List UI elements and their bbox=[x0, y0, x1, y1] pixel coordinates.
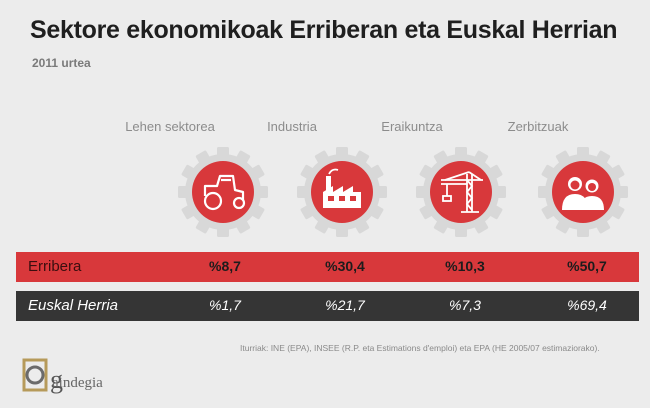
value-erribera-primary: %8,7 bbox=[209, 258, 241, 274]
factory-icon bbox=[297, 147, 387, 237]
value-erribera-industry: %30,4 bbox=[325, 258, 365, 274]
source-note: Iturriak: INE (EPA), INSEE (R.P. eta Est… bbox=[240, 343, 600, 353]
people-gear bbox=[537, 146, 629, 238]
sector-label-industry: Industria bbox=[267, 119, 317, 134]
value-eh-industry: %21,7 bbox=[325, 297, 365, 313]
chart-title: Sektore ekonomikoak Erriberan eta Euskal… bbox=[30, 16, 618, 44]
row-label-euskal-herria: Euskal Herria bbox=[28, 297, 119, 314]
chart-subtitle: 2011 urtea bbox=[32, 56, 91, 70]
value-eh-services: %69,4 bbox=[567, 297, 607, 313]
tractor-gear bbox=[177, 146, 269, 238]
people-icon bbox=[538, 147, 628, 237]
sector-label-primary: Lehen sektorea bbox=[125, 119, 215, 134]
tractor-icon bbox=[178, 147, 268, 237]
row-euskal-herria: Euskal Herria %1,7 %21,7 %7,3 %69,4 bbox=[16, 291, 639, 321]
sector-label-construction: Eraikuntza bbox=[381, 119, 443, 134]
gaindegia-logo: g bbox=[22, 358, 63, 394]
sector-label-services: Zerbitzuak bbox=[507, 119, 569, 134]
logo-text: aindegia bbox=[52, 375, 103, 391]
crane-gear bbox=[415, 146, 507, 238]
row-label-erribera: Erribera bbox=[28, 258, 82, 275]
factory-gear bbox=[296, 146, 388, 238]
value-erribera-construction: %10,3 bbox=[445, 258, 485, 274]
svg-text:g: g bbox=[50, 365, 63, 394]
crane-icon bbox=[416, 147, 506, 237]
row-erribera: Erribera %8,7 %30,4 %10,3 %50,7 bbox=[16, 252, 639, 282]
value-eh-construction: %7,3 bbox=[449, 297, 481, 313]
value-erribera-services: %50,7 bbox=[567, 258, 607, 274]
value-eh-primary: %1,7 bbox=[209, 297, 241, 313]
